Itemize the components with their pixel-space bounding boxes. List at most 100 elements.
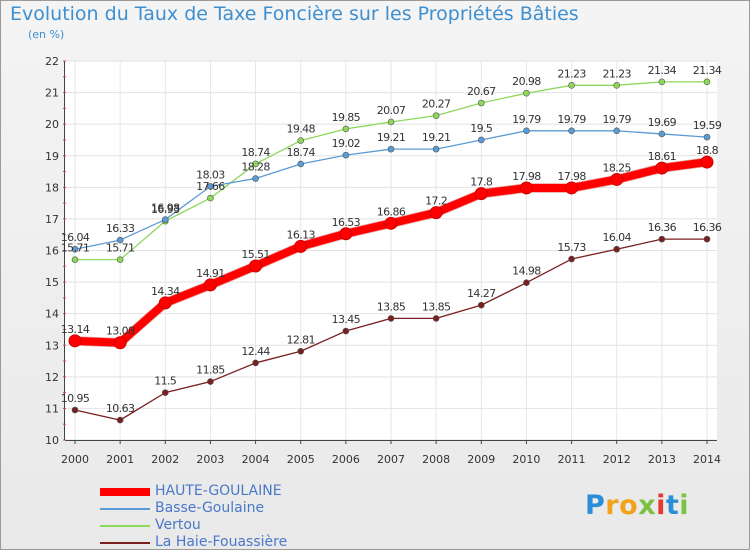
data-label: 13.45 xyxy=(332,313,361,326)
data-point xyxy=(477,301,485,309)
chart-title: Evolution du Taux de Taxe Foncière sur l… xyxy=(10,3,579,25)
data-point xyxy=(658,130,666,138)
x-tick-label: 2007 xyxy=(377,453,405,466)
data-label: 20.27 xyxy=(422,98,451,111)
data-label: 18.61 xyxy=(648,150,677,163)
logo-letter: i xyxy=(656,490,666,521)
data-point xyxy=(523,127,530,135)
logo-letter: t xyxy=(665,490,680,521)
unit-label: (en %) xyxy=(28,28,65,41)
data-point xyxy=(429,206,443,220)
data-point xyxy=(519,181,533,195)
data-point xyxy=(610,172,624,186)
data-point xyxy=(297,347,305,355)
data-point xyxy=(523,279,530,287)
data-label: 16.98 xyxy=(151,202,180,215)
data-label: 11.5 xyxy=(154,375,177,388)
data-point xyxy=(523,89,530,97)
data-point xyxy=(342,125,350,133)
proxiti-logo: Proxiti xyxy=(585,490,689,521)
data-label: 16.36 xyxy=(648,221,677,234)
x-tick-label: 2013 xyxy=(648,453,676,466)
data-point xyxy=(342,327,350,335)
data-label: 14.34 xyxy=(151,285,180,298)
data-point xyxy=(568,255,575,263)
data-point xyxy=(703,133,711,141)
data-point xyxy=(297,137,305,144)
data-label: 14.98 xyxy=(512,265,541,278)
data-point xyxy=(613,127,621,135)
x-tick-label: 2006 xyxy=(332,453,360,466)
legend-label: HAUTE-GOULAINE xyxy=(155,483,282,499)
data-point xyxy=(207,378,214,385)
data-label: 19.02 xyxy=(332,137,361,150)
data-point xyxy=(297,160,305,168)
data-point xyxy=(68,334,82,348)
y-tick-label: 10 xyxy=(45,434,59,447)
data-point xyxy=(116,256,124,263)
data-label: 13.14 xyxy=(61,323,90,336)
x-tick-label: 2012 xyxy=(603,453,631,466)
y-tick-label: 12 xyxy=(45,371,59,384)
legend-swatch xyxy=(100,525,150,527)
logo-letter: P xyxy=(585,490,606,521)
data-point xyxy=(339,227,353,241)
x-tick-label: 2004 xyxy=(242,453,270,466)
data-point xyxy=(113,336,127,350)
data-label: 21.34 xyxy=(693,64,722,77)
data-point xyxy=(342,151,350,159)
data-point xyxy=(249,259,263,273)
logo-letter: r xyxy=(605,490,620,521)
data-point xyxy=(203,278,217,292)
data-label: 19.79 xyxy=(602,113,631,126)
data-point xyxy=(477,136,485,144)
x-tick-label: 2009 xyxy=(467,453,495,466)
data-point xyxy=(158,296,172,310)
data-label: 20.67 xyxy=(467,85,496,98)
data-label: 18.28 xyxy=(241,160,270,173)
data-label: 15.71 xyxy=(106,242,135,255)
data-label: 15.71 xyxy=(61,242,90,255)
x-tick-label: 2005 xyxy=(287,453,315,466)
data-label: 21.34 xyxy=(648,64,677,77)
data-label: 16.86 xyxy=(377,205,406,218)
data-point xyxy=(207,183,214,190)
data-point xyxy=(384,216,398,230)
data-point xyxy=(565,181,579,195)
data-label: 17.8 xyxy=(470,176,493,189)
data-point xyxy=(477,99,485,107)
data-point xyxy=(252,359,259,367)
data-label: 13.85 xyxy=(422,300,451,313)
data-point xyxy=(161,216,169,223)
data-label: 17.66 xyxy=(196,180,225,193)
data-label: 16.13 xyxy=(286,228,315,241)
data-label: 20.07 xyxy=(377,104,406,117)
data-label: 18.74 xyxy=(241,146,270,159)
data-point xyxy=(703,78,711,86)
legend-swatch xyxy=(100,488,150,496)
data-label: 11.85 xyxy=(196,364,225,377)
legend-label: Vertou xyxy=(155,517,201,533)
x-tick-label: 2011 xyxy=(558,453,586,466)
data-label: 18.8 xyxy=(696,144,719,157)
y-tick-label: 11 xyxy=(45,402,59,415)
data-label: 21.23 xyxy=(602,67,631,80)
data-label: 19.5 xyxy=(470,122,493,135)
x-tick-label: 2003 xyxy=(196,453,224,466)
data-label: 16.93 xyxy=(151,203,180,216)
data-point xyxy=(613,82,621,89)
data-label: 13.08 xyxy=(106,325,135,338)
logo-letter: o xyxy=(619,490,639,521)
data-label: 16.33 xyxy=(106,222,135,235)
data-label: 12.81 xyxy=(286,333,315,346)
y-tick-label: 15 xyxy=(45,276,59,289)
data-label: 19.48 xyxy=(286,123,315,136)
data-label: 16.36 xyxy=(693,221,722,234)
data-point xyxy=(432,145,440,153)
data-label: 21.23 xyxy=(557,67,586,80)
data-label: 19.85 xyxy=(332,111,361,124)
data-label: 19.59 xyxy=(693,119,722,132)
data-point xyxy=(252,175,259,182)
data-label: 17.98 xyxy=(512,170,541,183)
data-label: 18.74 xyxy=(286,146,315,159)
